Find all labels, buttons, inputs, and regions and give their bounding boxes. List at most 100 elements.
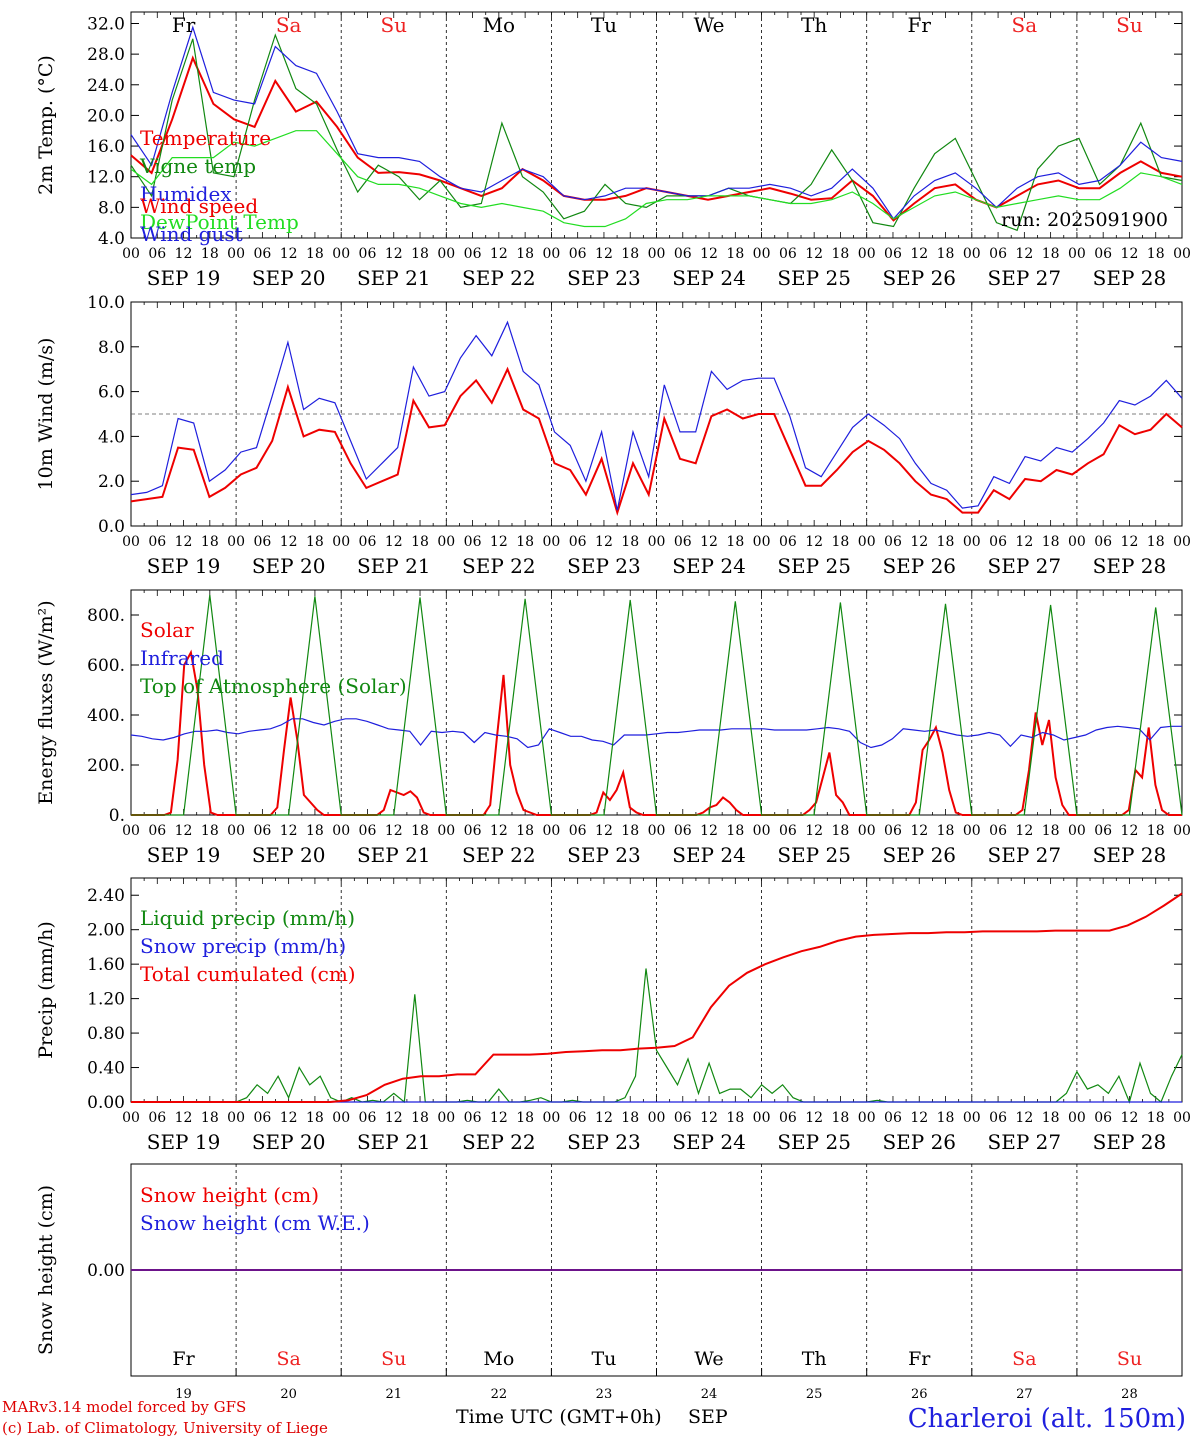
hour-label: 06 (1094, 246, 1112, 262)
y-tick-label: 0.00 (87, 1261, 125, 1281)
hour-label: 18 (516, 246, 534, 262)
day-name: Su (381, 1348, 406, 1370)
hour-label: 12 (595, 246, 613, 262)
hour-label: 12 (385, 1110, 403, 1126)
hour-label: 06 (989, 1110, 1007, 1126)
day-name: Sa (1012, 1348, 1036, 1370)
legend-entry: Infrared (140, 646, 224, 670)
hour-label: 12 (595, 823, 613, 839)
station-name: Charleroi (alt. 150m) (907, 1404, 1186, 1434)
hour-label: 12 (805, 534, 823, 550)
date-label: SEP 23 (567, 843, 641, 867)
hour-label: 18 (516, 1110, 534, 1126)
date-label: SEP 28 (1093, 554, 1167, 578)
hour-label: 18 (516, 823, 534, 839)
legend-entry: Solar (140, 618, 194, 642)
hour-label: 00 (1173, 823, 1191, 839)
hour-label: 00 (122, 1110, 140, 1126)
y-tick-label: 200. (87, 756, 125, 776)
day-number: 27 (1016, 1387, 1033, 1402)
hour-label: 18 (1042, 534, 1060, 550)
series-line-top-of-atmosphere-solar- (131, 594, 1183, 816)
y-tick-label: 4.0 (98, 427, 125, 447)
date-label: SEP 22 (462, 266, 536, 290)
date-label: SEP 20 (252, 266, 326, 290)
y-tick-label: 24.0 (87, 76, 125, 96)
legend-entry: Temperature (140, 126, 271, 150)
hour-label: 12 (1015, 823, 1033, 839)
hour-label: 12 (805, 1110, 823, 1126)
hour-label: 06 (674, 534, 692, 550)
hour-label: 12 (280, 246, 298, 262)
series-line-infrared (130, 718, 1182, 749)
y-tick-label: 0.0 (98, 517, 125, 537)
hour-label: 12 (490, 1110, 508, 1126)
hour-label: 12 (805, 823, 823, 839)
hour-label: 12 (700, 246, 718, 262)
hour-label: 18 (201, 246, 219, 262)
date-label: SEP 25 (777, 554, 851, 578)
hour-label: 18 (1147, 1110, 1165, 1126)
hour-label: 00 (1068, 246, 1086, 262)
y-axis-label: Energy fluxes (W/m²) (35, 600, 57, 804)
hour-label: 18 (306, 246, 324, 262)
hour-label: 00 (963, 246, 981, 262)
hour-label: 00 (542, 246, 560, 262)
date-label: SEP 21 (357, 1130, 431, 1154)
hour-label: 18 (201, 534, 219, 550)
hour-label: 00 (332, 246, 350, 262)
hour-label: 06 (1094, 823, 1112, 839)
hour-label: 00 (227, 246, 245, 262)
hour-label: 12 (910, 1110, 928, 1126)
hour-label: 06 (884, 246, 902, 262)
hour-label: 12 (700, 1110, 718, 1126)
y-axis-label: 10m Wind (m/s) (35, 338, 57, 491)
hour-label: 00 (227, 823, 245, 839)
date-label: SEP 21 (357, 266, 431, 290)
hour-label: 12 (700, 823, 718, 839)
panel-2 (130, 301, 1183, 527)
day-name: Sa (276, 13, 302, 37)
hour-label: 06 (359, 1110, 377, 1126)
hour-label: 00 (963, 1110, 981, 1126)
date-label: SEP 25 (777, 266, 851, 290)
hour-label: 18 (726, 823, 744, 839)
date-label: SEP 25 (777, 843, 851, 867)
hour-label: 12 (175, 534, 193, 550)
hour-label: 18 (306, 823, 324, 839)
hour-label: 18 (516, 534, 534, 550)
hour-label: 06 (464, 534, 482, 550)
hour-label: 00 (542, 1110, 560, 1126)
date-label: SEP 22 (462, 554, 536, 578)
y-tick-label: 6.0 (98, 383, 125, 403)
hour-label: 18 (937, 823, 955, 839)
hour-label: 18 (1042, 1110, 1060, 1126)
date-label: SEP 19 (147, 266, 221, 290)
hour-label: 18 (937, 246, 955, 262)
y-axis-label: Precip (mm/h) (35, 921, 57, 1059)
date-label: SEP 20 (252, 554, 326, 578)
hour-label: 06 (569, 246, 587, 262)
hour-label: 12 (1121, 1110, 1139, 1126)
hour-label: 12 (280, 823, 298, 839)
hour-label: 06 (779, 534, 797, 550)
hour-label: 00 (963, 534, 981, 550)
day-name: Th (802, 1348, 827, 1370)
panel-5 (130, 1163, 1183, 1377)
y-tick-label: 800. (87, 606, 125, 626)
legend-entry: Liquid precip (mm/h) (140, 906, 355, 930)
time-axis-label: Time UTC (GMT+0h) (456, 1406, 662, 1428)
y-tick-label: 8.0 (98, 338, 125, 358)
day-number: 25 (806, 1387, 823, 1402)
hour-label: 06 (253, 246, 271, 262)
hour-label: 00 (332, 534, 350, 550)
hour-label: 06 (253, 534, 271, 550)
date-label: SEP 20 (252, 843, 326, 867)
hour-label: 18 (306, 534, 324, 550)
hour-label: 12 (385, 823, 403, 839)
hour-label: 12 (490, 246, 508, 262)
hour-label: 00 (858, 246, 876, 262)
hour-label: 18 (411, 1110, 429, 1126)
hour-label: 18 (621, 1110, 639, 1126)
hour-label: 18 (726, 534, 744, 550)
